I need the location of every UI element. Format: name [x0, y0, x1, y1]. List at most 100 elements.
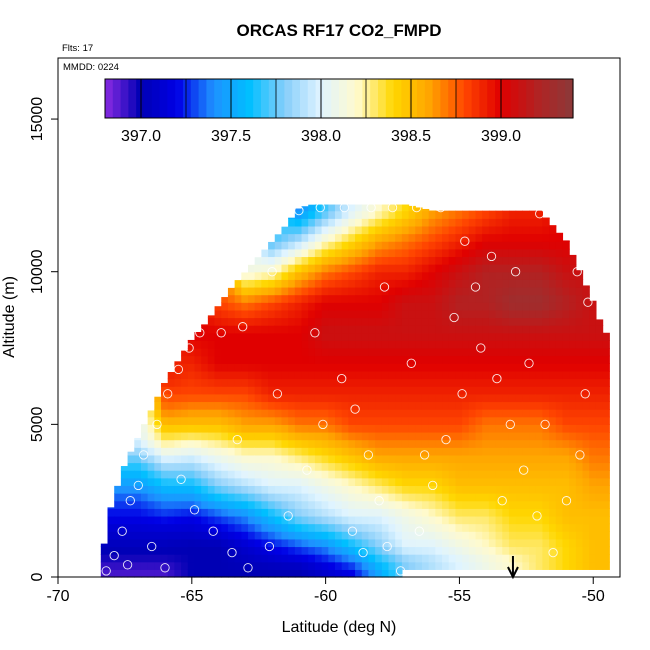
heat-cell — [207, 355, 216, 364]
heat-cell — [388, 439, 396, 448]
heat-cell — [428, 248, 436, 258]
heat-cell — [261, 325, 269, 334]
heat-cell — [147, 454, 155, 464]
heat-cell — [421, 508, 430, 517]
heat-cell — [221, 493, 229, 502]
heat-cell — [355, 401, 363, 410]
colorbar-segment — [183, 79, 192, 118]
heat-cell — [468, 538, 477, 548]
heat-cell — [529, 248, 537, 258]
heat-cell — [428, 302, 436, 311]
heat-cell — [569, 431, 577, 441]
heat-cell — [448, 409, 457, 418]
heat-cell — [428, 416, 436, 425]
heat-cell — [542, 248, 550, 258]
heat-cell — [254, 264, 262, 273]
heat-cell — [274, 493, 283, 502]
heat-cell — [355, 538, 363, 548]
heat-cell — [448, 500, 457, 509]
heat-cell — [114, 515, 122, 525]
heat-cell — [321, 225, 329, 235]
heat-cell — [421, 538, 430, 548]
heat-cell — [314, 439, 323, 448]
heat-cell — [214, 447, 222, 456]
heat-cell — [495, 386, 503, 395]
heat-cell — [415, 225, 423, 235]
heat-cell — [214, 454, 222, 464]
heat-cell — [542, 332, 550, 341]
heat-cell — [147, 493, 155, 502]
heat-cell — [328, 515, 336, 525]
heat-cell — [475, 271, 483, 280]
x-tick-label: -65 — [180, 588, 203, 605]
heat-cell — [602, 546, 610, 555]
heat-cell — [455, 493, 463, 502]
heat-cell — [549, 363, 557, 372]
heat-cell — [395, 477, 403, 487]
heat-cell — [515, 500, 523, 509]
heat-cell — [381, 279, 390, 288]
heat-cell — [408, 561, 416, 570]
heat-cell — [248, 378, 256, 387]
heat-cell — [542, 454, 550, 464]
heat-cell — [589, 493, 597, 502]
heat-cell — [174, 561, 182, 570]
heat-cell — [562, 248, 570, 258]
heat-cell — [221, 309, 229, 319]
heat-cell — [395, 218, 403, 227]
heat-cell — [515, 554, 523, 563]
heat-cell — [234, 493, 242, 502]
observation-point — [548, 547, 558, 558]
heat-cell — [421, 477, 430, 487]
heat-cell — [408, 325, 416, 334]
heat-cell — [408, 424, 416, 433]
heat-cell — [562, 508, 570, 517]
heat-cell — [589, 500, 597, 509]
heat-cell — [268, 378, 276, 387]
heat-cell — [589, 424, 597, 433]
heat-cell — [455, 454, 463, 464]
heat-cell — [301, 569, 309, 578]
heat-cell — [415, 477, 423, 487]
heat-cell — [334, 264, 343, 273]
heat-cell — [294, 393, 303, 403]
heat-cell — [375, 370, 383, 380]
heat-cell — [442, 348, 450, 357]
heat-cell — [221, 477, 229, 487]
heat-cell — [334, 256, 343, 265]
heat-cell — [361, 561, 370, 570]
heat-cell — [167, 409, 176, 418]
heat-cell — [515, 286, 523, 296]
heat-cell — [589, 508, 597, 517]
heat-cell — [334, 340, 343, 349]
heat-cell — [294, 454, 303, 464]
heat-cell — [522, 500, 530, 509]
heat-cell — [281, 409, 289, 418]
heat-cell — [475, 370, 483, 380]
heat-cell — [395, 370, 403, 380]
heat-cell — [482, 409, 490, 418]
colorbar-segment — [261, 79, 270, 118]
heat-cell — [589, 531, 597, 540]
heat-cell — [154, 500, 162, 509]
heat-cell — [308, 431, 316, 441]
heat-cell — [341, 241, 349, 250]
heat-cell — [227, 439, 236, 448]
heat-cell — [140, 554, 149, 563]
heat-cell — [268, 470, 276, 479]
heat-cell — [529, 531, 537, 540]
heat-cell — [274, 462, 283, 471]
heat-cell — [448, 431, 457, 441]
date-note: MMDD: 0224 — [63, 62, 119, 73]
heat-cell — [475, 393, 483, 403]
heat-cell — [549, 256, 557, 265]
heat-cell — [328, 393, 336, 403]
heat-cell — [294, 561, 303, 570]
observation-point — [318, 419, 328, 430]
colorbar-segment — [565, 79, 574, 118]
heat-cell — [542, 546, 550, 555]
heat-cell — [522, 218, 530, 227]
heat-cell — [187, 485, 196, 494]
heat-cell — [281, 401, 289, 410]
heat-cell — [234, 378, 242, 387]
